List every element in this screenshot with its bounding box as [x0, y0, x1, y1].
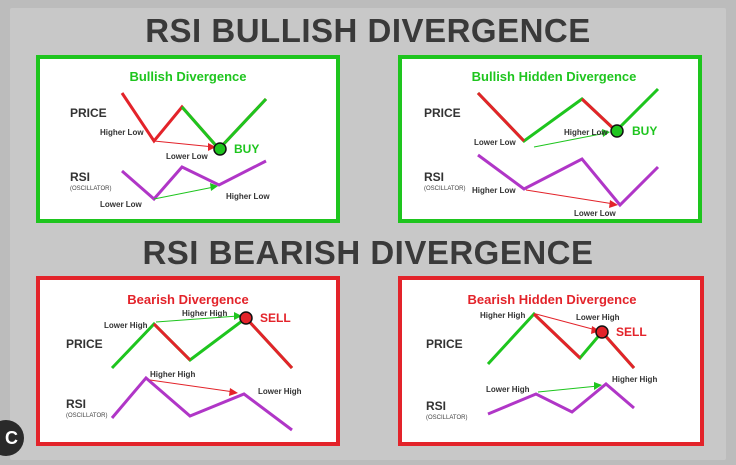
- panel-title: Bearish Divergence: [127, 292, 248, 307]
- bearish-divergence-diagram: Bearish Divergence PRICE RSI (OSCILLATOR…: [66, 292, 302, 432]
- price-label: PRICE: [66, 337, 103, 351]
- arrow-head: [594, 382, 602, 390]
- rsi-point-label: Lower High: [486, 385, 530, 394]
- price-line-down: [476, 91, 526, 143]
- price-point-label: Higher High: [182, 309, 227, 318]
- price-point-label: Lower Low: [166, 152, 209, 161]
- rsi-label: RSI: [70, 170, 90, 184]
- rsi-line: [121, 159, 267, 202]
- oscillator-label: (OSCILLATOR): [70, 186, 111, 192]
- price-line-down: [152, 322, 192, 362]
- sell-signal-label: SELL: [260, 311, 291, 325]
- sell-signal-dot: [595, 325, 609, 339]
- price-divergence-arrow: [535, 313, 597, 331]
- oscillator-label: (OSCILLATOR): [66, 413, 107, 419]
- bearish-hidden-divergence-panel: Bearish Hidden Divergence PRICE RSI (OSC…: [398, 276, 704, 446]
- price-divergence-arrow: [155, 315, 239, 323]
- price-point-label: Higher High: [480, 311, 525, 320]
- price-point-label: Lower Low: [474, 138, 517, 147]
- price-point-label: Higher Low: [100, 128, 144, 137]
- buy-signal-label: BUY: [234, 142, 259, 156]
- price-point-label: Higher Low: [564, 128, 608, 137]
- bullish-hidden-divergence-diagram: Bullish Hidden Divergence PRICE RSI (OSC…: [424, 69, 660, 218]
- oscillator-label: (OSCILLATOR): [426, 415, 467, 421]
- price-divergence-arrow: [153, 140, 215, 148]
- rsi-divergence-arrow: [149, 379, 235, 393]
- price-point-label: Lower High: [104, 321, 148, 330]
- price-point-label: Lower High: [576, 313, 620, 322]
- panel-title: Bearish Hidden Divergence: [467, 292, 636, 307]
- buy-signal-dot: [213, 142, 227, 156]
- rsi-label: RSI: [424, 170, 444, 184]
- rsi-point-label: Higher High: [612, 375, 657, 384]
- price-label: PRICE: [70, 106, 107, 120]
- rsi-point-label: Higher High: [150, 370, 195, 379]
- arrow-head: [591, 326, 600, 334]
- sell-signal-label: SELL: [616, 325, 647, 339]
- price-label: PRICE: [424, 106, 461, 120]
- price-line-down: [600, 331, 636, 369]
- bullish-divergence-panel: Bullish Divergence PRICE RSI (OSCILLATOR…: [36, 55, 340, 223]
- rsi-label: RSI: [66, 397, 86, 411]
- arrow-head: [609, 200, 618, 208]
- buy-signal-label: BUY: [632, 124, 657, 138]
- panel-title: Bullish Divergence: [129, 69, 246, 84]
- price-line-down: [532, 312, 582, 360]
- price-line-down: [580, 97, 618, 133]
- rsi-point-label: Higher Low: [472, 186, 516, 195]
- bearish-divergence-panel: Bearish Divergence PRICE RSI (OSCILLATOR…: [36, 276, 340, 446]
- price-label: PRICE: [426, 337, 463, 351]
- bullish-heading: RSI BULLISH DIVERGENCE: [145, 12, 591, 49]
- price-divergence-arrow: [533, 132, 607, 148]
- bullish-hidden-divergence-panel: Bullish Hidden Divergence PRICE RSI (OSC…: [398, 55, 702, 223]
- rsi-line: [477, 153, 660, 208]
- rsi-divergence-arrow: [525, 189, 615, 205]
- buy-signal-dot: [610, 124, 624, 138]
- rsi-point-label: Lower Low: [574, 209, 617, 218]
- arrow-head: [602, 129, 610, 137]
- arrow-head: [210, 183, 218, 191]
- rsi-line: [110, 375, 293, 432]
- bearish-heading: RSI BEARISH DIVERGENCE: [142, 234, 594, 271]
- arrow-head: [234, 312, 242, 320]
- arrow-head: [229, 388, 238, 396]
- panel-title: Bullish Hidden Divergence: [472, 69, 637, 84]
- rsi-point-label: Lower Low: [100, 200, 143, 209]
- price-line-down: [244, 316, 294, 370]
- rsi-divergence-arrow: [153, 186, 215, 200]
- sell-signal-dot: [239, 311, 253, 325]
- rsi-divergence-arrow: [537, 385, 599, 393]
- rsi-point-label: Lower High: [258, 387, 302, 396]
- rsi-line: [487, 382, 635, 416]
- arrow-head: [208, 143, 216, 151]
- oscillator-label: (OSCILLATOR): [424, 186, 465, 192]
- bearish-hidden-divergence-diagram: Bearish Hidden Divergence PRICE RSI (OSC…: [426, 292, 657, 421]
- rsi-label: RSI: [426, 399, 446, 413]
- bullish-divergence-diagram: Bullish Divergence PRICE RSI (OSCILLATOR…: [70, 69, 270, 209]
- rsi-point-label: Higher Low: [226, 192, 270, 201]
